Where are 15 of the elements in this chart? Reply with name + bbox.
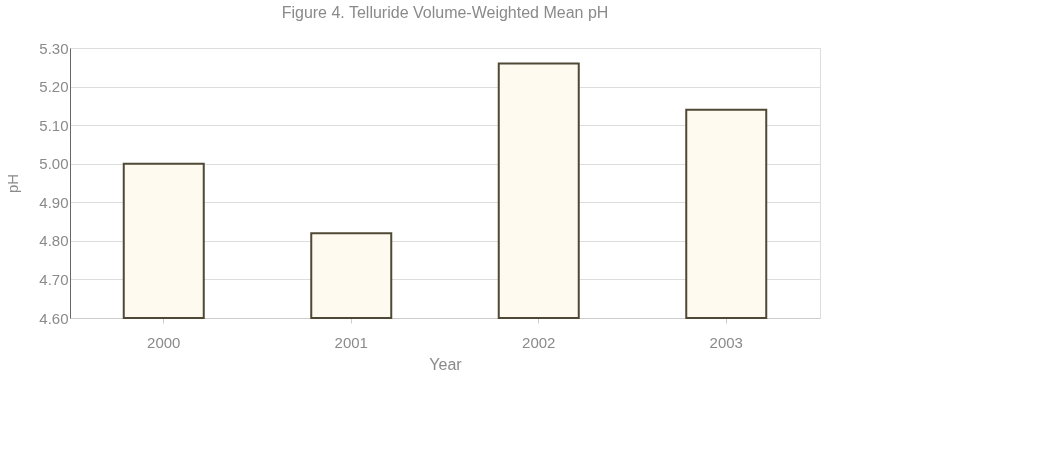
- x-tick-label: 2003: [709, 333, 743, 351]
- y-tick-label: 4.80: [39, 232, 69, 250]
- x-axis-title: Year: [429, 355, 463, 373]
- y-tick-label: 5.00: [39, 155, 69, 173]
- y-tick-label: 4.60: [39, 309, 69, 327]
- y-axis-title: pH: [4, 173, 22, 194]
- y-tick-label: 5.10: [39, 116, 69, 134]
- x-tick-label: 2000: [147, 333, 181, 351]
- y-tick-label: 5.30: [39, 39, 69, 57]
- y-tick-label: 4.70: [39, 270, 69, 288]
- x-tick-label: 2002: [522, 333, 556, 351]
- x-tick-label: 2001: [334, 333, 368, 351]
- y-tick-label: 4.90: [39, 193, 69, 211]
- y-tick-label: 5.20: [39, 78, 69, 96]
- chart-title: Figure 4. Telluride Volume-Weighted Mean pH: [281, 4, 609, 21]
